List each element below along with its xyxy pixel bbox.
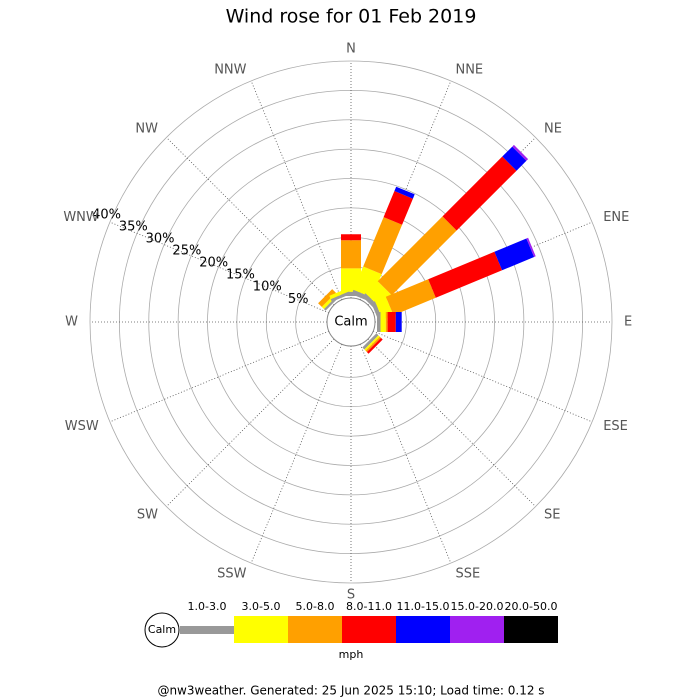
legend-label: 8.0-11.0 (346, 600, 392, 613)
bar-segment (512, 144, 529, 161)
bar-segment (428, 251, 503, 298)
r-tick-label: 40% (92, 207, 121, 222)
legend-swatch (504, 616, 558, 643)
bar-segment (395, 312, 402, 332)
legend-label: 15.0-20.0 (451, 600, 504, 613)
legend-swatch (234, 616, 288, 643)
footer: @nw3weather. Generated: 25 Jun 2025 15:1… (157, 684, 544, 698)
legend-label: 1.0-3.0 (188, 600, 227, 613)
r-tick-label: 30% (146, 232, 175, 247)
legend-calm-label: Calm (148, 623, 176, 636)
direction-label: W (65, 315, 78, 330)
direction-label: NNW (214, 62, 246, 77)
grid-ring (89, 60, 613, 584)
direction-label: NNE (455, 62, 483, 77)
bar-segment (364, 335, 380, 351)
direction-label: NW (135, 121, 158, 136)
bar-segment (380, 312, 386, 332)
calm-label: Calm (334, 315, 367, 330)
legend-swatch (342, 616, 396, 643)
bar-segment (394, 186, 415, 199)
bar-segment (377, 312, 381, 332)
legend-swatch (450, 616, 504, 643)
bar-segment (365, 336, 381, 352)
bar-segment (502, 146, 527, 171)
bar-segment (387, 312, 396, 332)
direction-label: NE (544, 121, 562, 136)
bar-segment (330, 291, 351, 302)
r-tick-label: 20% (199, 256, 228, 271)
legend: Calm mph 1.0-3.0 3.0-5.0 5.0-8.0 8.0-11.0 11… (144, 600, 558, 661)
bar-segment (383, 191, 413, 225)
legend-calm-circle (144, 612, 180, 648)
bar-segment (526, 237, 536, 257)
spoke (166, 321, 352, 507)
direction-label: SSW (217, 567, 247, 582)
bar-segment (366, 337, 383, 354)
grid-ring (207, 178, 495, 466)
chart-title: Wind rose for 01 Feb 2019 (226, 6, 477, 28)
r-tick-label: 5% (288, 292, 309, 307)
direction-label: SE (544, 508, 560, 523)
bar-segment (341, 240, 361, 269)
bar-segment (363, 217, 403, 275)
bar-segment (385, 279, 436, 316)
grid: 5%10%15%20%25%30%35%40%NNNENEENEEESESESS… (63, 42, 632, 603)
bar-segment (329, 288, 350, 300)
legend-swatch (396, 616, 450, 643)
legend-label: 20.0-50.0 (505, 600, 558, 613)
spoke (350, 321, 593, 423)
bar-segment (318, 289, 336, 307)
bar-segment (442, 156, 517, 231)
legend-unit: mph (339, 648, 364, 661)
bar-segment (362, 333, 379, 350)
spoke (109, 221, 352, 323)
r-tick-label: 25% (172, 244, 201, 259)
direction-label: N (346, 42, 356, 57)
bars (318, 144, 536, 354)
r-tick-label: 35% (119, 219, 148, 234)
spoke (350, 321, 452, 564)
bar-segment (377, 216, 457, 296)
legend-swatch (180, 626, 234, 634)
grid-ring (177, 148, 525, 496)
direction-label: WNW (63, 210, 99, 225)
direction-label: E (624, 315, 632, 330)
direction-label: ESE (603, 419, 628, 434)
direction-label: S (347, 588, 355, 603)
calm-circle (326, 297, 376, 347)
grid-ring (148, 119, 554, 525)
bar-segment (385, 312, 388, 332)
direction-label: ENE (603, 210, 629, 225)
direction-label: SW (137, 508, 158, 523)
spoke (250, 321, 352, 564)
bar-segment (341, 234, 361, 241)
legend-label: 3.0-5.0 (242, 600, 281, 613)
spoke (350, 321, 536, 507)
legend-label: 11.0-15.0 (397, 600, 450, 613)
direction-label: WSW (65, 419, 99, 434)
bar-segment (494, 238, 535, 271)
direction-label: SSE (455, 567, 480, 582)
legend-label: 5.0-8.0 (296, 600, 335, 613)
legend-swatch (288, 616, 342, 643)
spoke (109, 321, 352, 423)
